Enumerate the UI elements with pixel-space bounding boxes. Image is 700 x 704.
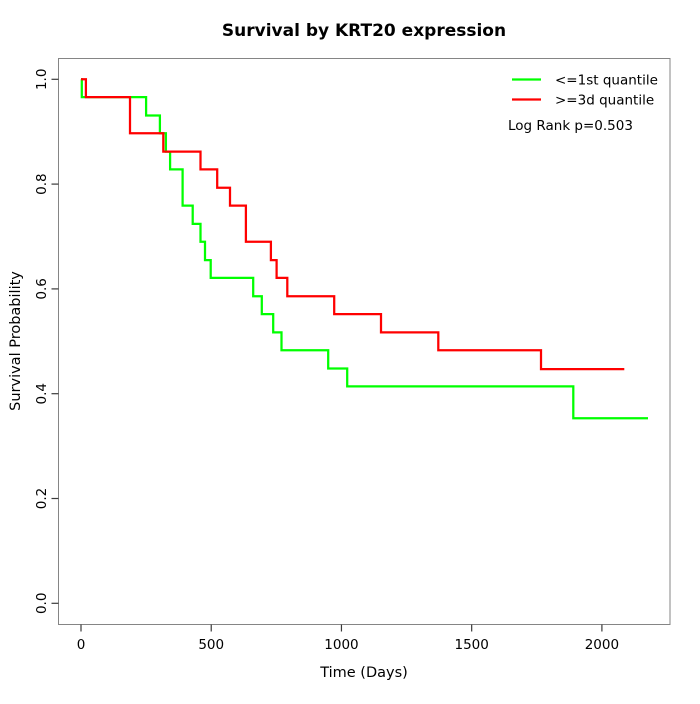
plot-box	[58, 58, 671, 625]
y-tick-label: 1.0	[34, 69, 50, 90]
km-curves-group	[80, 78, 648, 420]
y-tick-label: 0.2	[34, 488, 50, 509]
x-tick-label: 2000	[585, 637, 619, 653]
y-tick-label: 0.4	[34, 383, 50, 404]
x-axis-label: Time (Days)	[319, 665, 408, 681]
plot-frame-group	[58, 58, 671, 625]
x-tick-label: 0	[77, 637, 86, 653]
legend-label-low-quantile: <=1st quantile	[555, 73, 658, 89]
y-tick-label: 0.6	[34, 278, 50, 299]
legend-label-high-quantile: >=3d quantile	[555, 93, 654, 109]
y-axis-label: Survival Probability	[8, 271, 24, 411]
legend: <=1st quantile >=3d quantile Log Rank p=…	[508, 73, 658, 135]
x-tick-label: 1500	[454, 637, 488, 653]
x-tick-label: 500	[198, 637, 224, 653]
km-curve-high-quantile	[81, 78, 625, 371]
axis-ticks-group: 0 500 1000 1500 2000 0.0 0.2 0.4 0.6 0.8 1.0	[34, 69, 619, 653]
y-tick-label: 0.0	[34, 593, 50, 614]
chart-title: Survival by KRT20 expression	[222, 21, 506, 41]
log-rank-annotation: Log Rank p=0.503	[508, 118, 633, 134]
y-tick-label: 0.8	[34, 173, 50, 194]
x-tick-label: 1000	[324, 637, 358, 653]
km-curve-low-quantile	[80, 78, 648, 420]
